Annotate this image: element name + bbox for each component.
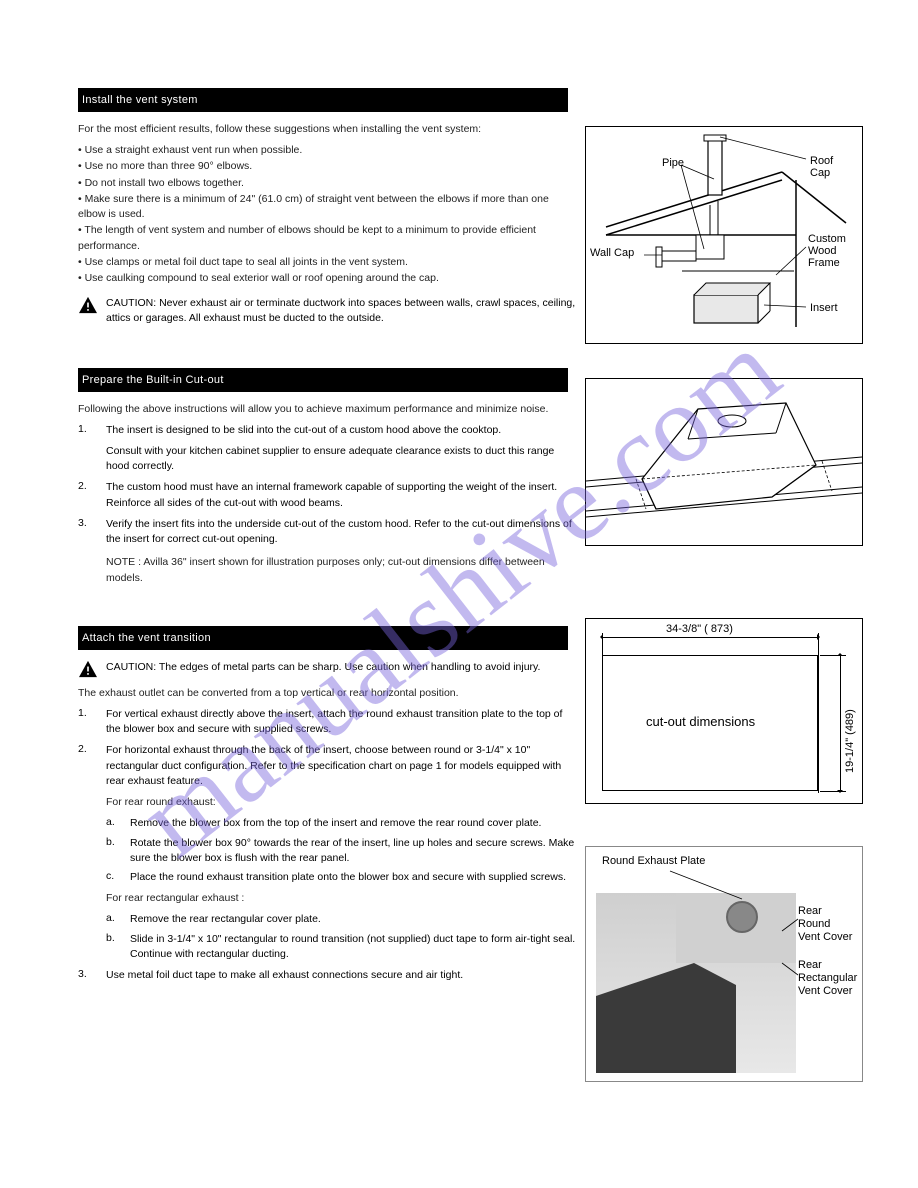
vent-bullet-text: Do not install two elbows together.	[85, 177, 244, 189]
vent-bullet: • The length of vent system and number o…	[78, 223, 578, 253]
vent-bullet: • Use caulking compound to seal exterior…	[78, 271, 578, 286]
left-column: Install the vent system For the most eff…	[78, 88, 578, 987]
warning-icon	[78, 660, 98, 678]
sub-step-body: Slide in 3-1/4" x 10" rectangular to rou…	[130, 932, 578, 962]
step-number: 2.	[78, 743, 106, 789]
vent-bullet-text: The length of vent system and number of …	[78, 224, 536, 251]
step-row: 1. For vertical exhaust directly above t…	[78, 707, 578, 737]
step-row: 2. For horizontal exhaust through the ba…	[78, 743, 578, 789]
diagram1-label-wall-cap: Wall Cap	[590, 247, 634, 259]
step-number: 2.	[78, 480, 106, 510]
diagram-roof-wall-cap: Pipe Roof Cap Wall Cap Custom Wood Frame…	[585, 126, 863, 344]
diagram-cutout-dimensions: 34-3/8" ( 873) 19-1/4" (489) cut-out dim…	[585, 618, 863, 804]
photo-label-rear-round: Rear Round Vent Cover	[798, 905, 852, 945]
step-body: Use metal foil duct tape to make all exh…	[106, 968, 463, 983]
vent-bullet: • Use no more than three 90° elbows.	[78, 159, 578, 174]
vent-bullet-text: Use a straight exhaust vent run when pos…	[85, 144, 303, 156]
diagram1-label-custom: Custom Wood Frame	[808, 233, 846, 269]
section-header-prepare-cutout: Prepare the Built-in Cut-out	[78, 368, 568, 392]
vent-warning-row: CAUTION: Never exhaust air or terminate …	[78, 296, 578, 325]
sub-step-letter: c.	[106, 870, 130, 885]
diagram1-label-insert: Insert	[810, 302, 838, 314]
rear-rect-intro: For rear rectangular exhaust :	[106, 891, 578, 906]
section-header-attach-vent: Attach the vent transition	[78, 626, 568, 650]
photo-label-rear-rect: Rear Rectangular Vent Cover	[798, 959, 857, 999]
attach-warning-row: CAUTION: The edges of metal parts can be…	[78, 660, 578, 678]
diagram1-label-roof-cap: Roof Cap	[810, 155, 833, 179]
diagram1-label-pipe: Pipe	[662, 157, 684, 169]
attach-intro: The exhaust outlet can be converted from…	[78, 686, 578, 701]
vent-bullet-text: Use no more than three 90° elbows.	[85, 160, 253, 172]
right-column: Pipe Roof Cap Wall Cap Custom Wood Frame…	[585, 126, 865, 1082]
warning-icon	[78, 296, 98, 314]
cutout-caption: cut-out dimensions	[646, 715, 755, 729]
cutout-height-label: 19-1/4" (489)	[844, 709, 856, 773]
step-body: Verify the insert fits into the undersid…	[106, 517, 578, 547]
cutout-intro: Following the above instructions will al…	[78, 402, 578, 417]
sub-step-body: Place the round exhaust transition plate…	[130, 870, 566, 885]
vent-bullet-text: Use clamps or metal foil duct tape to se…	[85, 256, 408, 268]
sub-step-row: a. Remove the rear rectangular cover pla…	[106, 912, 578, 927]
vent-bullet-text: Use caulking compound to seal exterior w…	[85, 272, 439, 284]
vent-bullet: • Use a straight exhaust vent run when p…	[78, 143, 578, 158]
sub-step-body: Remove the rear rectangular cover plate.	[130, 912, 321, 927]
diagram-hood-isometric	[585, 378, 863, 546]
attach-warning-text: CAUTION: The edges of metal parts can be…	[106, 660, 540, 675]
vent-intro: For the most efficient results, follow t…	[78, 122, 578, 137]
sub-step-row: c. Place the round exhaust transition pl…	[106, 870, 578, 885]
rear-round-intro: For rear round exhaust:	[106, 795, 578, 810]
diagram-photo-vent-covers: Round Exhaust Plate Rear Round Vent Cove…	[585, 846, 863, 1082]
step-body: For vertical exhaust directly above the …	[106, 707, 578, 737]
sub-step-letter: b.	[106, 932, 130, 962]
sub-step-body: Rotate the blower box 90° towards the re…	[130, 836, 578, 866]
step-body: For horizontal exhaust through the back …	[106, 743, 578, 789]
sub-step-row: b. Slide in 3-1/4" x 10" rectangular to …	[106, 932, 578, 962]
step-number: 3.	[78, 968, 106, 983]
sub-step-letter: a.	[106, 816, 130, 831]
vent-bullet: • Make sure there is a minimum of 24" (6…	[78, 192, 578, 222]
step-number: 1.	[78, 423, 106, 475]
sub-step-letter: b.	[106, 836, 130, 866]
step-row: 3. Verify the insert fits into the under…	[78, 517, 578, 547]
cutout-note: NOTE : Avilla 36" insert shown for illus…	[106, 555, 578, 585]
vent-bullet: • Do not install two elbows together.	[78, 176, 578, 191]
step-body: The insert is designed to be slid into t…	[106, 423, 578, 438]
cutout-width-label: 34-3/8" ( 873)	[662, 623, 737, 635]
sub-step-body: Remove the blower box from the top of th…	[130, 816, 541, 831]
page: Install the vent system For the most eff…	[0, 0, 918, 1188]
step-number: 1.	[78, 707, 106, 737]
step-body: The custom hood must have an internal fr…	[106, 480, 578, 510]
step-row: 2. The custom hood must have an internal…	[78, 480, 578, 510]
sub-step-letter: a.	[106, 912, 130, 927]
vent-warning-text: CAUTION: Never exhaust air or terminate …	[106, 296, 578, 325]
vent-bullet-text: Make sure there is a minimum of 24" (61.…	[78, 193, 549, 220]
step-number: 3.	[78, 517, 106, 547]
vent-bullet: • Use clamps or metal foil duct tape to …	[78, 255, 578, 270]
step-body-cont: Consult with your kitchen cabinet suppli…	[106, 444, 578, 474]
step-row: 3. Use metal foil duct tape to make all …	[78, 968, 578, 983]
section-header-vent-system: Install the vent system	[78, 88, 568, 112]
step-row: 1. The insert is designed to be slid int…	[78, 423, 578, 475]
sub-step-row: b. Rotate the blower box 90° towards the…	[106, 836, 578, 866]
sub-step-row: a. Remove the blower box from the top of…	[106, 816, 578, 831]
